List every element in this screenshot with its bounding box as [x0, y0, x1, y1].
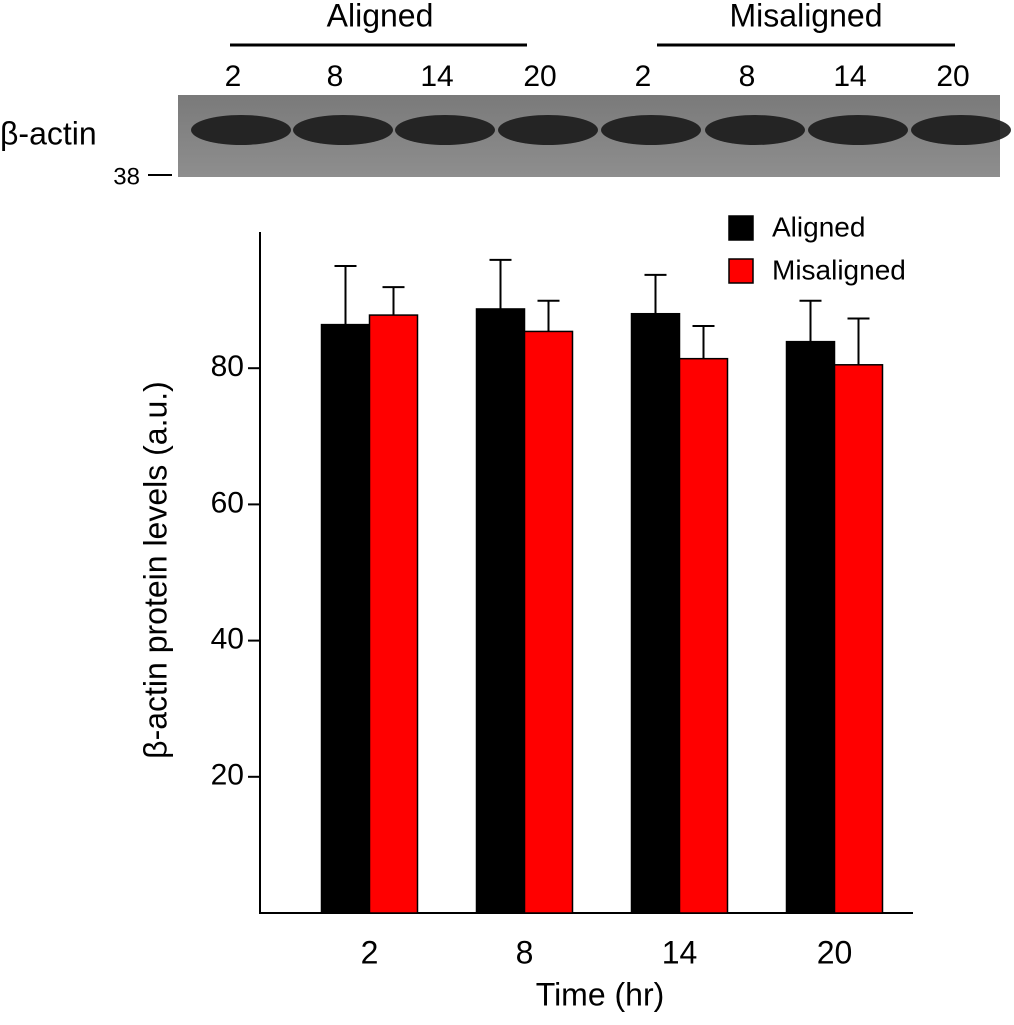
marker-label: 38	[113, 163, 140, 190]
group-label: Misaligned	[730, 0, 883, 33]
group-label: Aligned	[327, 0, 434, 33]
protein-label: β-actin	[0, 115, 97, 151]
x-tick-label: 2	[361, 934, 379, 970]
lane-label: 20	[936, 60, 969, 93]
blot-band	[601, 115, 701, 145]
lane-label: 14	[833, 60, 866, 93]
blot-band	[911, 115, 1011, 145]
bar	[523, 330, 574, 914]
x-axis-label: Time (hr)	[536, 976, 665, 1012]
y-tick-label: 20	[211, 759, 244, 792]
bar	[368, 314, 419, 914]
legend-label: Aligned	[772, 211, 865, 242]
x-tick-label: 20	[817, 934, 853, 970]
bar	[785, 340, 836, 914]
bar	[833, 364, 884, 914]
blot-band	[705, 115, 805, 145]
lane-label: 14	[420, 60, 453, 93]
lane-label: 8	[739, 60, 756, 93]
y-tick-label: 80	[211, 350, 244, 383]
y-tick-label: 40	[211, 623, 244, 656]
bar	[678, 357, 729, 914]
blot: Aligned Misaligned β-actin 38	[0, 0, 1000, 190]
lane-label: 2	[225, 60, 242, 93]
legend-swatch	[728, 215, 754, 241]
y-tick-label: 60	[211, 486, 244, 519]
lane-label: 20	[523, 60, 556, 93]
lane-label: 2	[635, 60, 652, 93]
blot-band	[808, 115, 908, 145]
lane-label: 8	[327, 60, 344, 93]
legend-swatch	[728, 258, 754, 284]
bar	[630, 312, 681, 914]
bar	[475, 308, 526, 914]
legend-label: Misaligned	[772, 254, 906, 285]
blot-band	[395, 115, 495, 145]
blot-band	[191, 115, 291, 145]
x-tick-label: 8	[516, 934, 534, 970]
y-axis-label: β-actin protein levels (a.u.)	[137, 381, 173, 759]
blot-band	[293, 115, 393, 145]
x-tick-label: 14	[662, 934, 698, 970]
blot-band	[498, 115, 598, 145]
bar	[320, 323, 371, 914]
